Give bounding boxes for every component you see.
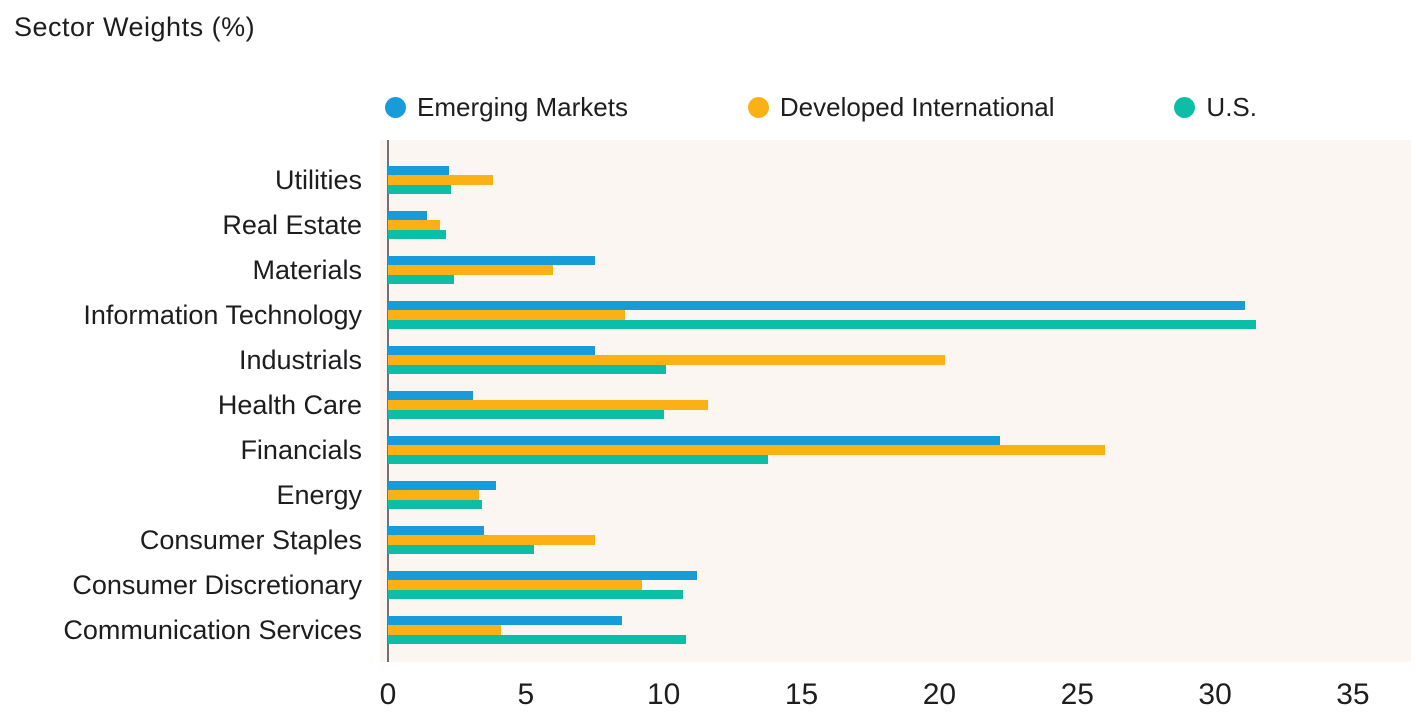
category-label-health-care: Health Care [217,389,362,420]
bar-consumer-discretionary-emerging-markets [388,571,697,581]
legend-item-developed-international: Developed International [747,91,1055,123]
x-tick-25: 25 [1060,678,1094,711]
bar-communication-services-u-s [388,634,686,644]
legend-label: U.S. [1206,91,1257,122]
legend-label: Developed International [779,91,1055,122]
bar-materials-emerging-markets [388,256,595,266]
bar-consumer-staples-developed-international [388,535,595,545]
category-label-communication-services: Communication Services [63,614,362,645]
category-label-consumer-staples: Consumer Staples [139,524,362,555]
bar-information-technology-u-s [388,319,1257,329]
bar-financials-emerging-markets [388,436,1001,446]
bar-financials-developed-international [388,445,1105,455]
legend-dot-u-s [1174,96,1196,118]
x-tick-30: 30 [1198,678,1232,711]
bar-consumer-staples-u-s [388,544,535,554]
x-tick-5: 5 [517,678,535,711]
chart-title: Sector Weights (%) [14,12,256,42]
bar-industrials-developed-international [388,355,945,365]
bar-real-estate-developed-international [388,220,441,230]
legend: Emerging Markets Developed International U… [385,90,1257,124]
x-tick-35: 35 [1336,678,1370,711]
category-label-real-estate: Real Estate [222,209,362,240]
category-label-consumer-discretionary: Consumer Discretionary [72,569,362,600]
bar-materials-u-s [388,274,455,284]
bar-energy-developed-international [388,490,479,500]
x-tick-15: 15 [784,678,819,711]
legend-item-u-s: U.S. [1174,92,1257,123]
bar-utilities-u-s [388,184,452,194]
bar-utilities-developed-international [388,175,493,185]
bar-consumer-discretionary-developed-international [388,580,642,590]
bar-utilities-emerging-markets [388,166,449,176]
bar-health-care-emerging-markets [388,391,474,401]
category-label-industrials: Industrials [238,344,362,375]
x-tick-20: 20 [922,678,957,711]
bar-health-care-u-s [388,409,664,419]
legend-item-emerging-markets: Emerging Markets [385,92,628,123]
bar-industrials-emerging-markets [388,346,595,356]
x-tick-10: 10 [647,678,681,711]
bar-real-estate-u-s [388,229,446,239]
category-label-materials: Materials [252,254,362,285]
bar-energy-emerging-markets [388,481,496,491]
category-label-utilities: Utilities [274,164,362,195]
category-label-energy: Energy [276,479,362,510]
bar-financials-u-s [388,454,769,464]
legend-dot-developed-international [747,96,769,118]
bar-consumer-staples-emerging-markets [388,526,485,536]
bar-consumer-discretionary-u-s [388,589,683,599]
x-tick-0: 0 [379,678,397,711]
bar-energy-u-s [388,499,482,509]
bar-communication-services-emerging-markets [388,616,623,626]
bar-industrials-u-s [388,364,667,374]
legend-dot-emerging-markets [385,96,406,118]
bar-materials-developed-international [388,265,554,275]
legend-label: Emerging Markets [417,91,628,122]
bar-information-technology-developed-international [388,310,626,320]
bar-health-care-developed-international [388,400,708,410]
bar-real-estate-emerging-markets [388,211,427,221]
category-label-financials: Financials [240,434,362,465]
category-label-information-technology: Information Technology [83,299,362,330]
bar-information-technology-emerging-markets [388,301,1246,311]
bar-communication-services-developed-international [388,625,502,635]
